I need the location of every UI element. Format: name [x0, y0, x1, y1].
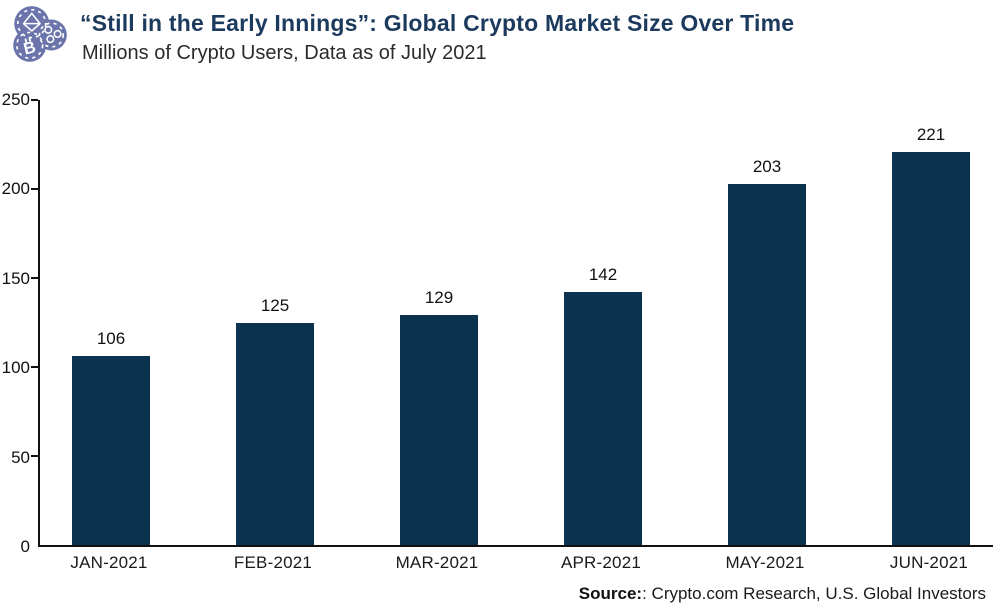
eth-diamond-icon: [22, 12, 41, 32]
chart-title: “Still in the Early Innings”: Global Cry…: [80, 10, 795, 36]
y-tick-label: 0: [20, 537, 30, 556]
y-tick-mark: [31, 455, 38, 457]
bitcoin-icon: B: [22, 37, 38, 59]
y-tick-label: 150: [1, 268, 30, 288]
y-tick-mark: [31, 277, 38, 279]
y-tick-label: 50: [11, 447, 30, 467]
y-axis-labels: 0 50 100 150 200 250: [0, 90, 32, 556]
y-tick-label: 200: [1, 179, 30, 199]
x-tick-label: MAY-2021: [725, 553, 805, 572]
crypto-coins-logo-icon: B: [6, 2, 72, 68]
x-tick-label: MAR-2021: [395, 553, 479, 572]
source-attribution: Source:: Crypto.com Research, U.S. Globa…: [579, 584, 986, 604]
x-tick-label: APR-2021: [560, 553, 642, 572]
bar-value-label: 203: [752, 156, 782, 176]
bar-MAY-2021: [728, 183, 806, 545]
source-label: Source:: [578, 584, 643, 603]
plot-area: 106 125 129 142 203 221: [31, 99, 993, 547]
bar-value-label: 125: [260, 295, 290, 315]
bar-value-label: 142: [588, 265, 618, 285]
bar-value-label: 221: [916, 124, 946, 144]
y-tick-label: 250: [1, 90, 30, 109]
x-tick-label: JUN-2021: [889, 553, 969, 572]
bar-FEB-2021: [236, 322, 314, 545]
y-tick-mark: [31, 188, 38, 190]
x-axis-labels: JAN-2021 FEB-2021 MAR-2021 APR-2021 MAY-2021…: [38, 553, 993, 577]
bar-MAR-2021: [400, 315, 478, 545]
x-tick-label: JAN-2021: [70, 553, 148, 572]
y-tick-mark: [31, 366, 38, 368]
molecule-icon: [44, 25, 62, 44]
y-tick-label: 100: [1, 358, 30, 378]
source-text: : Crypto.com Research, U.S. Global Inves…: [642, 584, 986, 603]
bar-value-label: 106: [96, 329, 126, 349]
bar-JAN-2021: [72, 356, 150, 545]
bar-JUN-2021: [892, 151, 970, 545]
y-tick-mark: [31, 99, 38, 101]
bar-value-label: 129: [424, 288, 454, 308]
chart-subtitle: Millions of Crypto Users, Data as of Jul…: [82, 42, 487, 64]
svg-text:B: B: [22, 38, 38, 58]
bar-APR-2021: [564, 292, 642, 545]
x-tick-label: FEB-2021: [233, 553, 313, 572]
